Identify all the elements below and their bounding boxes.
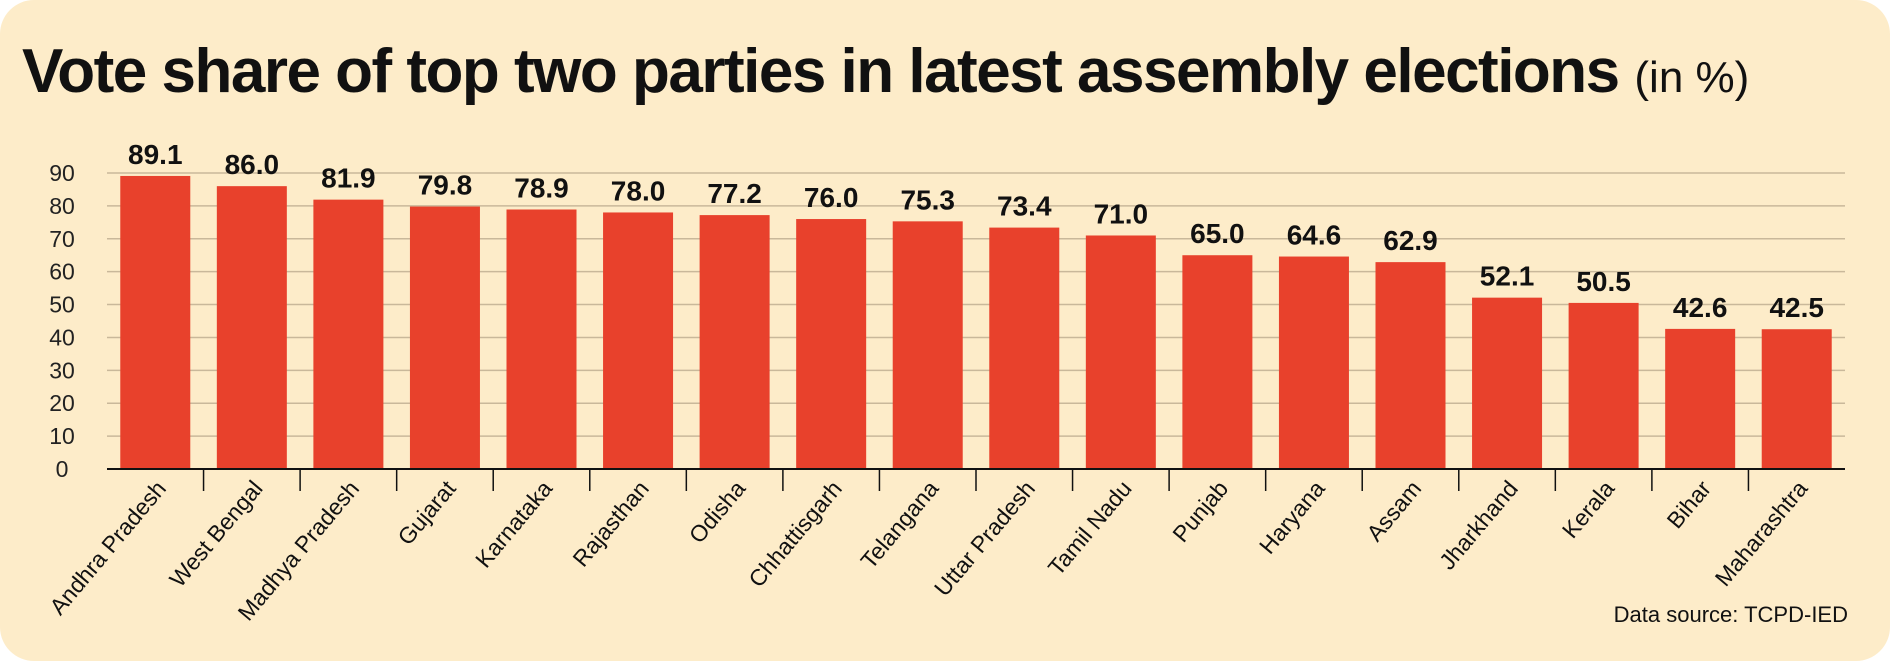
bar-value-label: 79.8	[418, 170, 473, 201]
category-label: Maharashtra	[1710, 475, 1813, 591]
bar	[216, 186, 287, 469]
y-tick-label: 0	[56, 456, 69, 482]
bar-value-label: 78.0	[611, 175, 666, 206]
bar	[1665, 328, 1736, 469]
bar	[313, 199, 384, 469]
bar-value-label: 76.0	[804, 182, 859, 213]
category-label: Kerala	[1557, 475, 1620, 543]
category-label: Odisha	[684, 475, 751, 548]
category-label: West Bengal	[164, 476, 267, 592]
bar-value-label: 89.1	[128, 139, 183, 170]
y-tick-label: 90	[49, 160, 75, 186]
bar	[1278, 256, 1349, 469]
bar-value-label: 65.0	[1190, 218, 1245, 249]
bar-value-label: 75.3	[900, 184, 955, 215]
category-label: Bihar	[1662, 475, 1717, 533]
y-tick-label: 60	[49, 259, 75, 285]
bar	[1375, 262, 1446, 469]
category-label: Jharkhand	[1434, 476, 1523, 575]
bar	[1761, 329, 1832, 469]
bar	[409, 206, 480, 469]
bar-value-label: 71.0	[1094, 198, 1149, 229]
bar	[892, 221, 963, 469]
bar-value-label: 86.0	[225, 149, 280, 180]
chart-title-unit: (in %)	[1634, 53, 1750, 102]
bar-value-label: 64.6	[1287, 220, 1342, 251]
bar	[1568, 302, 1639, 469]
bar	[506, 209, 577, 470]
category-label: Uttar Pradesh	[929, 476, 1040, 601]
bar-value-label: 77.2	[707, 178, 762, 209]
y-tick-label: 30	[49, 357, 75, 383]
bar	[603, 212, 674, 469]
bar	[120, 175, 191, 469]
y-tick-label: 80	[49, 193, 75, 219]
y-tick-label: 50	[49, 292, 75, 318]
bar-value-label: 81.9	[321, 163, 376, 194]
bar	[796, 219, 867, 469]
category-label: Gujarat	[392, 475, 461, 550]
y-tick-label: 40	[49, 324, 75, 350]
bar-value-label: 42.5	[1769, 292, 1824, 323]
data-source-note: Data source: TCPD-IED	[1613, 602, 1848, 627]
category-label: Assam	[1361, 476, 1426, 547]
chart-title: Vote share of top two parties in latest …	[22, 36, 1749, 107]
bar-value-label: 78.9	[514, 173, 569, 204]
y-tick-label: 10	[49, 423, 75, 449]
category-label: Rajasthan	[567, 476, 653, 572]
y-tick-label: 70	[49, 226, 75, 252]
bar	[1472, 297, 1543, 469]
category-label: Karnataka	[470, 475, 557, 572]
bar	[699, 215, 770, 469]
bar	[989, 227, 1060, 469]
category-label: Telangana	[855, 475, 943, 573]
category-label: Chhattisgarh	[743, 476, 847, 593]
bar-value-label: 42.6	[1673, 292, 1728, 323]
chart-title-text: Vote share of top two parties in latest …	[22, 37, 1620, 106]
bar-value-label: 73.4	[997, 191, 1052, 222]
y-tick-label: 20	[49, 390, 75, 416]
category-label: Andhra Pradesh	[44, 476, 171, 620]
bar	[1182, 255, 1253, 469]
category-label: Tamil Nadu	[1043, 476, 1137, 581]
bar-value-label: 62.9	[1383, 225, 1438, 256]
bar-value-label: 50.5	[1576, 266, 1631, 297]
category-label: Punjab	[1167, 476, 1233, 548]
bar	[1085, 235, 1156, 469]
bar-value-label: 52.1	[1480, 261, 1535, 292]
